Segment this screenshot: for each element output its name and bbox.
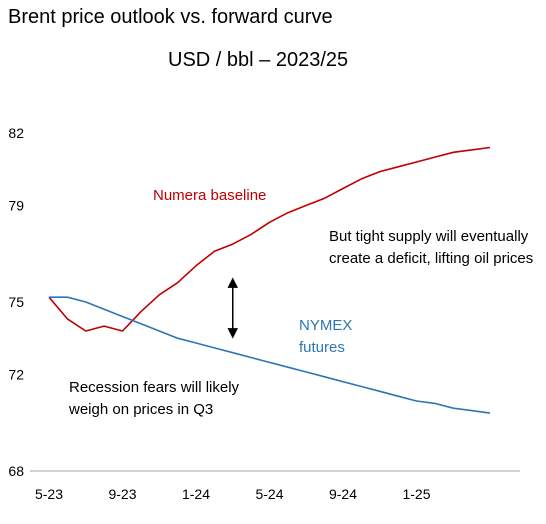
numera-baseline-line: [48, 146, 491, 332]
y-tick-label: 68: [8, 463, 24, 479]
supply-annotation-line-2: create a deficit, lifting oil prices: [329, 250, 533, 267]
y-tick-label: 82: [8, 125, 24, 141]
y-tick-label: 72: [8, 366, 24, 382]
x-tick-label: 1-24: [182, 486, 210, 502]
chart-title: Brent price outlook vs. forward curve: [8, 6, 333, 28]
nymex-futures-label: NYMEX futures: [299, 317, 357, 356]
supply-annotation-line-1: But tight supply will eventually: [329, 228, 529, 245]
nymex-label-line-1: NYMEX: [299, 317, 352, 334]
numera-baseline-label: Numera baseline: [153, 187, 266, 204]
recession-annotation: Recession fears will likely weigh on pri…: [68, 379, 243, 418]
y-tick-label: 75: [8, 294, 24, 310]
nymex-futures-line: [49, 296, 491, 414]
recession-annotation-line-2: weigh on prices in Q3: [68, 401, 213, 418]
x-tick-label: 9-24: [329, 486, 357, 502]
x-axis-ticks: 5-23 9-23 1-24 5-24 9-24 1-25: [35, 486, 431, 502]
x-tick-label: 5-23: [35, 486, 63, 502]
x-tick-label: 9-23: [108, 486, 136, 502]
chart-subtitle: USD / bbl – 2023/25: [168, 49, 349, 71]
y-tick-label: 79: [8, 197, 24, 213]
recession-annotation-line-1: Recession fears will likely: [69, 379, 240, 396]
y-axis-ticks: 82 79 75 72 68: [8, 125, 24, 479]
nymex-label-line-2: futures: [299, 339, 345, 356]
supply-annotation: But tight supply will eventually create …: [329, 228, 533, 267]
x-tick-label: 5-24: [255, 486, 283, 502]
series-lines: [48, 146, 491, 414]
x-tick-label: 1-25: [402, 486, 430, 502]
